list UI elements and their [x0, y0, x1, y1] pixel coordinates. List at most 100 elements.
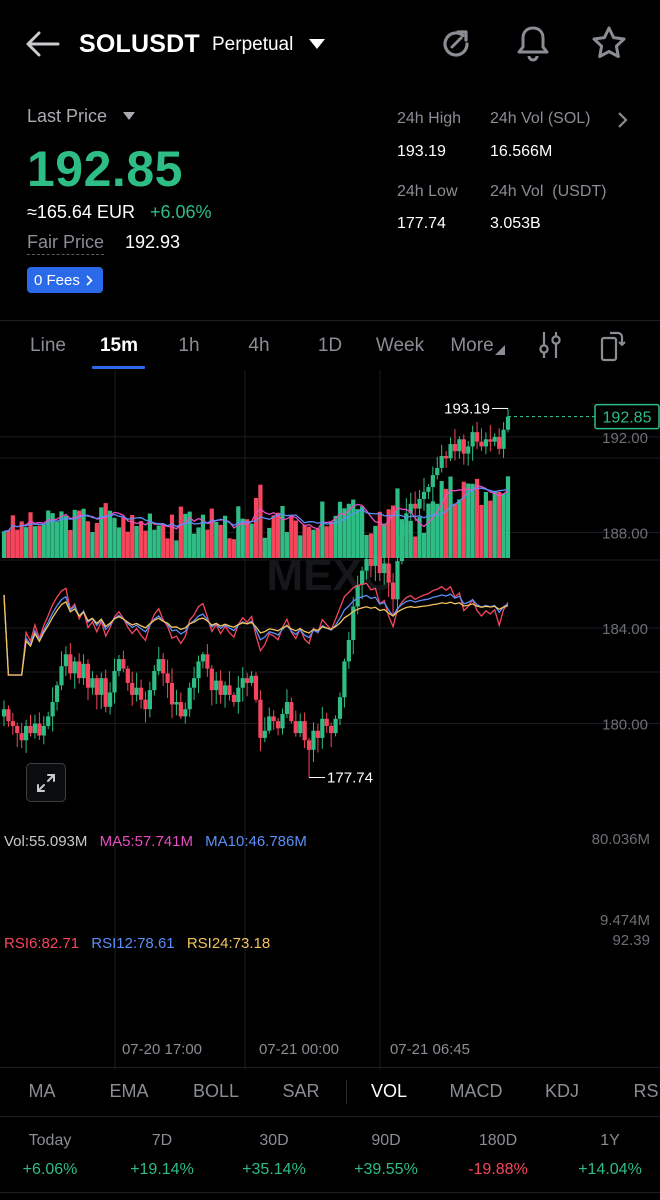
candle-body: [32, 723, 38, 734]
tab-week[interactable]: Week: [375, 335, 425, 356]
candle-body: [200, 654, 206, 662]
indicator-boll[interactable]: BOLL: [192, 1081, 240, 1101]
candle-body: [426, 487, 431, 492]
tab-1d[interactable]: 1D: [317, 335, 343, 356]
last-price-label[interactable]: Last Price: [27, 106, 108, 126]
indicator-kdj[interactable]: KDJ: [544, 1081, 579, 1101]
volume-bar: [161, 525, 166, 558]
volume-bar: [130, 514, 135, 558]
volume-bar: [165, 538, 170, 558]
high-value: 193.19: [397, 143, 446, 160]
back-arrow-icon[interactable]: [24, 28, 60, 60]
volume-bar: [81, 508, 86, 558]
volume-bar: [505, 476, 511, 558]
volume-bar: [10, 515, 15, 558]
indicator-rs[interactable]: RS: [633, 1081, 659, 1101]
star-icon[interactable]: [591, 25, 627, 61]
tab-15m[interactable]: 15m: [99, 335, 139, 356]
high-annotation: 193.19: [444, 400, 490, 417]
performance-label: 1Y: [600, 1132, 620, 1149]
volume-bar: [311, 529, 316, 558]
top-bar: SOLUSDT Perpetual: [0, 0, 660, 90]
candle-body: [421, 491, 427, 499]
active-tab-underline: [92, 366, 145, 369]
volume-bar: [205, 529, 210, 558]
volume-bar: [284, 532, 290, 558]
more-triangle-icon: [495, 345, 505, 355]
candle-body: [293, 721, 298, 734]
candle-body: [134, 687, 139, 695]
candle-body: [28, 725, 33, 734]
volume-bar: [143, 530, 148, 558]
volume-bar: [68, 529, 73, 558]
symbol-dropdown-icon[interactable]: [308, 38, 326, 50]
indicator-settings-icon[interactable]: [537, 330, 563, 360]
fullscreen-button[interactable]: [26, 763, 66, 802]
candle-body: [404, 513, 409, 535]
bell-icon[interactable]: [516, 24, 550, 62]
low-annotation: 177.74: [327, 770, 373, 787]
bottom-divider: [0, 1192, 660, 1193]
fair-price-label[interactable]: Fair Price: [27, 232, 105, 255]
candle-body: [306, 740, 312, 750]
candle-body: [483, 439, 488, 447]
tab-more[interactable]: More: [450, 335, 494, 356]
volume-bar: [121, 517, 126, 558]
volume-bar: [262, 537, 267, 558]
fees-badge[interactable]: 0 Fees: [27, 267, 103, 293]
indicator-sar[interactable]: SAR: [282, 1081, 320, 1101]
candle-body: [382, 563, 387, 574]
time-axis-label: 07-21 00:00: [259, 1041, 339, 1058]
volume-axis-bottom: 9.474M: [599, 912, 650, 929]
volume-bar: [377, 511, 382, 558]
tab-4h[interactable]: 4h: [248, 335, 270, 356]
candle-body: [121, 659, 126, 669]
rsi24-line: [3, 594, 509, 676]
volume-bar: [452, 503, 458, 558]
indicator-ma[interactable]: MA: [28, 1081, 56, 1101]
candle-body: [125, 668, 130, 683]
volume-bar: [439, 481, 444, 558]
symbol-title[interactable]: SOLUSDT: [79, 30, 200, 58]
indicator-macd[interactable]: MACD: [449, 1081, 503, 1101]
volume-bar: [501, 493, 506, 558]
volume-bar: [174, 540, 179, 558]
price-axis-label: 184.00: [602, 621, 648, 638]
candle-body: [390, 582, 396, 600]
volume-bar: [138, 521, 144, 558]
rotate-screen-icon[interactable]: [598, 330, 626, 362]
chevron-right-icon: [86, 274, 93, 286]
candle-body: [435, 467, 440, 476]
indicator-divider: [0, 1067, 660, 1068]
performance-label: 180D: [478, 1132, 518, 1149]
performance-value: +19.14%: [130, 1161, 194, 1178]
candle-body: [108, 692, 113, 707]
volume-bar: [99, 507, 104, 558]
candle-body: [6, 709, 11, 722]
indicator-vol[interactable]: VOL: [370, 1081, 408, 1101]
vol-value: Vol:55.093M: [4, 833, 88, 850]
candle-body: [452, 444, 458, 452]
time-axis-label: 07-20 17:00: [122, 1041, 202, 1058]
performance-row: Today +6.06% 7D +19.14% 30D +35.14% 90D +39.55%…: [0, 1125, 660, 1185]
volume-bar: [337, 501, 343, 558]
candle-body: [77, 661, 82, 679]
refresh-icon[interactable]: [440, 26, 474, 62]
candle-body: [46, 716, 51, 726]
rsi12-line: [3, 593, 509, 676]
indicator-ema[interactable]: EMA: [109, 1081, 149, 1101]
high-label: 24h High: [397, 110, 462, 127]
candlestick-chart[interactable]: MEXC193.19177.74192.00188.00184.00180.00…: [0, 370, 660, 1070]
stats-chevron-icon[interactable]: [617, 111, 629, 129]
tab-1h[interactable]: 1h: [178, 335, 200, 356]
volume-bar: [474, 478, 480, 558]
contract-type[interactable]: Perpetual: [212, 34, 294, 55]
last-price-dropdown-icon[interactable]: [122, 111, 136, 121]
tab-line[interactable]: Line: [30, 335, 66, 356]
volume-bar: [329, 521, 334, 558]
volume-bar: [497, 491, 502, 558]
volume-bar: [293, 520, 298, 558]
performance-value: +35.14%: [242, 1161, 306, 1178]
volume-bar: [298, 535, 303, 558]
volume-bar: [156, 525, 161, 558]
